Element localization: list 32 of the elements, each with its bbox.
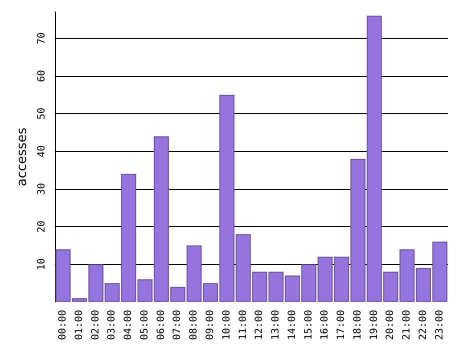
x-tick-label: 02:00 [90, 310, 102, 340]
y-tick-label: 50 [36, 108, 48, 120]
x-tick-label: 20:00 [385, 310, 396, 340]
x-tick-label: 05:00 [139, 310, 150, 340]
x-tick-label: 14:00 [286, 310, 298, 340]
x-tick-label: 23:00 [434, 310, 446, 340]
y-tick-label: 20 [36, 220, 48, 233]
y-tick-label: 70 [36, 32, 48, 44]
x-tick-label: 12:00 [254, 310, 266, 340]
x-tick-label: 22:00 [418, 310, 429, 340]
x-tick-label: 15:00 [303, 310, 314, 340]
x-tick-label: 04:00 [123, 310, 134, 340]
x-tick-label: 17:00 [336, 310, 348, 340]
y-tick-label: 60 [36, 70, 48, 82]
x-tick-label: 07:00 [172, 310, 184, 340]
x-tick-label: 10:00 [221, 310, 232, 340]
y-axis-title: accesses [15, 127, 30, 186]
x-tick-label: 21:00 [402, 310, 413, 340]
x-tick-label: 19:00 [368, 310, 380, 340]
x-tick-label: 00:00 [58, 310, 69, 340]
x-tick-label: 06:00 [156, 310, 167, 340]
x-tick-label: 16:00 [320, 310, 331, 340]
y-tick-label: 40 [36, 145, 48, 158]
x-tick-label: 18:00 [352, 310, 364, 340]
y-tick-label: 30 [36, 182, 48, 195]
x-tick-label: 01:00 [74, 310, 85, 340]
x-tick-label: 08:00 [188, 310, 200, 340]
x-tick-label: 03:00 [106, 310, 118, 340]
y-tick-label: 10 [36, 258, 48, 270]
x-tick-label: 13:00 [270, 310, 282, 340]
x-tick-label: 11:00 [238, 310, 249, 340]
x-tick-label: 09:00 [205, 310, 216, 340]
